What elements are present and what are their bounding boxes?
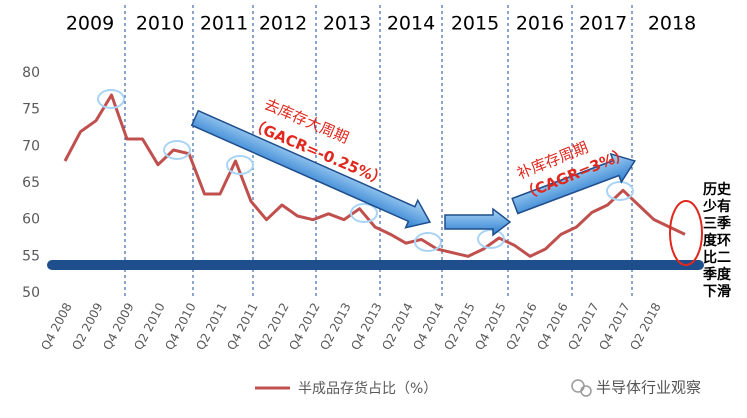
year-label: 2012: [259, 13, 307, 35]
watermark: 半导体行业观察: [596, 379, 701, 397]
year-label: 2015: [451, 13, 499, 35]
year-label: 2009: [66, 13, 114, 35]
year-label: 2013: [323, 13, 371, 35]
y-tick-label: 55: [22, 248, 40, 264]
y-tick-label: 75: [22, 102, 40, 118]
y-tick-label: 80: [22, 65, 40, 81]
side-note: 历史少有三季度环比二季度下滑: [703, 182, 731, 300]
series-line: [63, 93, 686, 258]
year-separators: [124, 5, 633, 298]
year-label: 2014: [387, 13, 435, 35]
year-label: 2011: [200, 13, 248, 35]
highlight-ellipse: [669, 200, 703, 266]
legend-label: 半成品存货占比（%）: [298, 380, 437, 397]
y-tick-label: 60: [22, 212, 40, 228]
y-tick-label: 65: [22, 175, 40, 191]
y-tick-label: 50: [22, 285, 40, 301]
y-tick-label: 70: [22, 138, 40, 154]
watermark-icon: [571, 379, 592, 397]
year-label: 2010: [136, 13, 184, 35]
highlight-circles: [97, 89, 634, 252]
year-label: 2017: [579, 13, 627, 35]
x-tick-label: Q2 2018: [627, 300, 664, 352]
year-label: 2016: [516, 13, 564, 35]
arrows: [190, 109, 636, 237]
baseline-band: [47, 260, 704, 270]
year-label: 2018: [648, 13, 696, 35]
